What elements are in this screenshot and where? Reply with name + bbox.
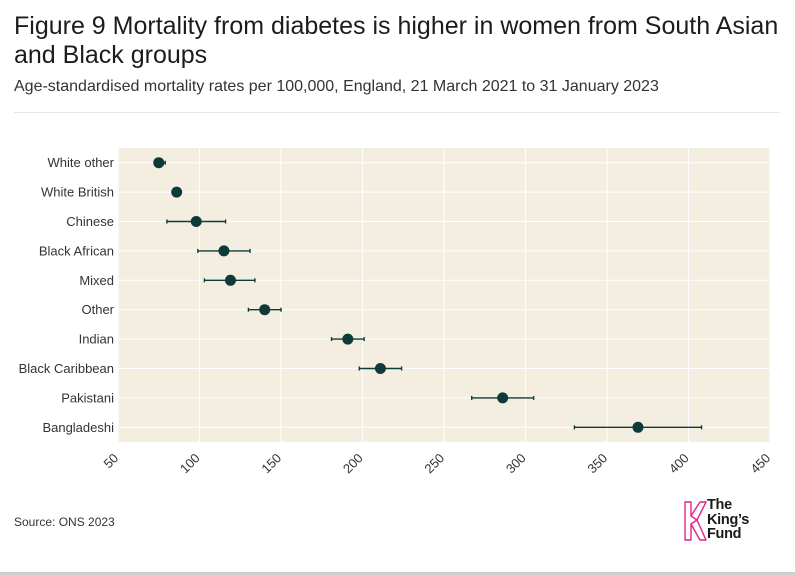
category-label: Pakistani <box>61 390 114 405</box>
x-tick-label: 350 <box>584 450 610 476</box>
data-point <box>632 421 644 433</box>
vertical-gridlines <box>117 148 771 442</box>
data-point <box>342 333 354 345</box>
kings-fund-k-icon <box>684 501 707 541</box>
category-label: Other <box>81 302 114 317</box>
dot-plot-chart: White other White British Chinese Black Afr… <box>19 148 773 476</box>
chart-subtitle: Age-standardised mortality rates per 100… <box>14 78 659 95</box>
category-labels: White other White British Chinese Black Afr… <box>19 155 115 435</box>
data-marks <box>153 157 703 433</box>
data-point <box>224 274 236 286</box>
x-tick-label: 50 <box>100 450 121 471</box>
chart-title: Figure 9 Mortality from diabetes is high… <box>14 12 779 69</box>
data-point <box>190 216 202 227</box>
x-axis-tick-labels: 50 100 150 200 250 300 350 400 450 <box>100 450 773 476</box>
x-tick-label: 100 <box>177 450 203 476</box>
header-divider <box>14 112 780 113</box>
data-point <box>374 363 386 374</box>
x-tick-label: 250 <box>421 450 447 476</box>
data-point <box>171 186 183 198</box>
data-point <box>218 245 230 257</box>
logo-line-2: King’s <box>707 511 749 528</box>
bottom-border <box>0 572 795 575</box>
x-tick-label: 300 <box>503 450 529 476</box>
logo-wordmark: The King’s Fund <box>707 498 749 542</box>
category-label: Mixed <box>79 273 114 288</box>
category-label: White British <box>41 185 114 200</box>
x-tick-label: 150 <box>258 450 284 476</box>
category-label: Chinese <box>66 214 114 229</box>
category-label: White other <box>48 155 115 170</box>
x-tick-label: 450 <box>747 450 773 476</box>
category-label: Black African <box>39 243 114 258</box>
data-point <box>497 392 509 404</box>
data-point <box>259 304 271 316</box>
category-label: Black Caribbean <box>19 361 114 376</box>
category-label: Indian <box>79 332 114 347</box>
source-note: Source: ONS 2023 <box>14 515 115 529</box>
logo-line-3: Fund <box>707 526 742 542</box>
kings-fund-logo: The King’s Fund <box>683 498 783 546</box>
x-tick-label: 200 <box>340 450 366 476</box>
logo-line-1: The <box>707 497 732 513</box>
category-label: Bangladeshi <box>42 420 114 435</box>
data-point <box>153 157 165 169</box>
x-tick-label: 400 <box>666 450 692 476</box>
